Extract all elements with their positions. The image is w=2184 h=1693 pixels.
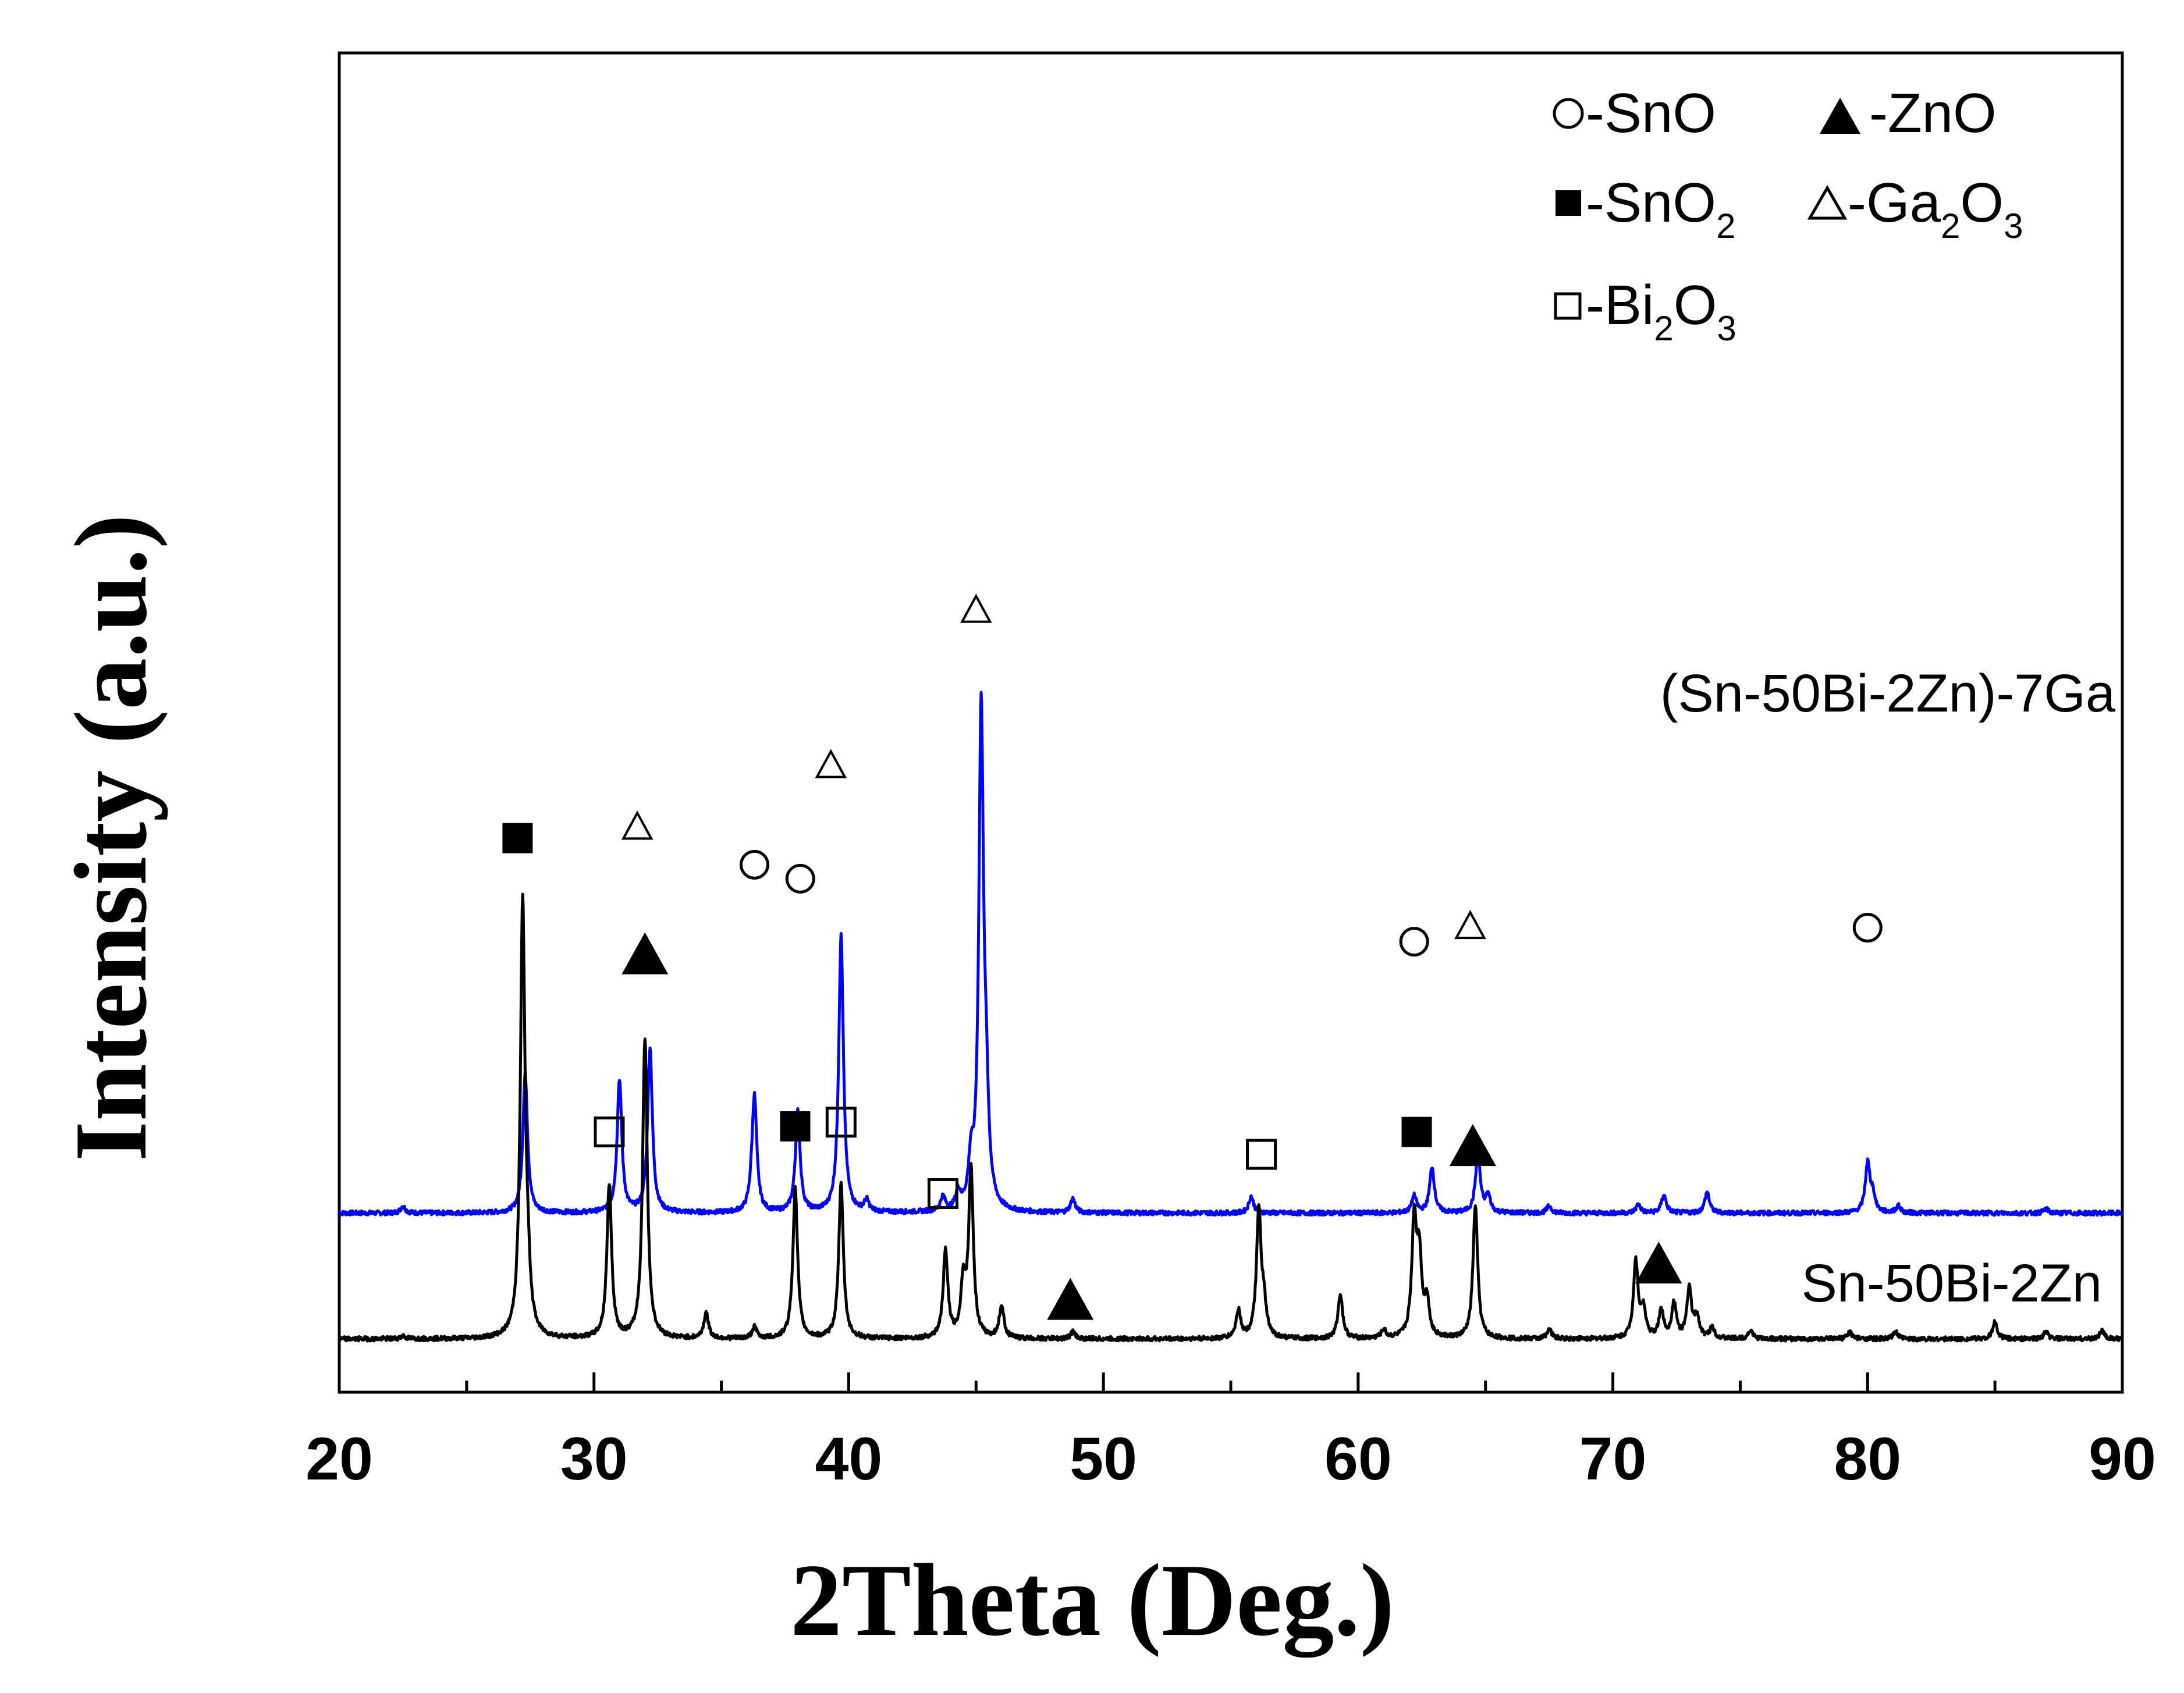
x-tick-label: 40 xyxy=(815,1425,883,1493)
series-lines xyxy=(338,691,2124,1343)
x-tick-label: 30 xyxy=(560,1425,628,1493)
legend-label-ga2o3: -Ga2O3 xyxy=(1848,172,2023,246)
legend-label-bi2o3: -Bi2O3 xyxy=(1586,274,1736,348)
series-label-base: Sn-50Bi-2Zn xyxy=(1802,1254,2102,1313)
legend-item-ga2o3: -Ga2O3 xyxy=(1807,172,2023,246)
x-tick-label: 80 xyxy=(1834,1425,1901,1493)
marker-filled-square xyxy=(780,1111,811,1142)
open-triangle-icon xyxy=(1807,184,1848,220)
marker-filled-triangle xyxy=(1449,1124,1496,1166)
marker-open-square xyxy=(1246,1139,1277,1170)
x-tick-label: 90 xyxy=(2089,1425,2156,1493)
legend-item-bi2o3: -Bi2O3 xyxy=(1554,274,1736,348)
x-tick-label: 70 xyxy=(1579,1425,1647,1493)
legend-item-zno: -ZnO xyxy=(1820,82,1997,144)
legend: -SnO -ZnO -SnO2 -Ga2O3 -Bi2O3 xyxy=(1553,82,2023,348)
x-tick-label: 60 xyxy=(1324,1425,1392,1493)
marker-open-triangle xyxy=(815,749,847,778)
x-axis-ticks xyxy=(338,1372,2124,1392)
series-line-0 xyxy=(338,691,2123,1217)
marker-open-square xyxy=(825,1107,857,1138)
x-axis-tick-labels: 20 30 40 50 60 70 80 90 xyxy=(306,1425,2156,1493)
legend-item-sno: -SnO xyxy=(1553,82,1716,144)
legend-item-sno2: -SnO2 xyxy=(1556,172,1735,246)
marker-open-circle xyxy=(785,863,815,894)
y-axis-title: Intensity (a.u.) xyxy=(53,514,168,1162)
marker-filled-square xyxy=(1401,1116,1432,1147)
marker-open-square xyxy=(927,1178,958,1209)
marker-filled-square xyxy=(502,823,533,853)
marker-open-triangle xyxy=(621,810,654,840)
marker-open-circle xyxy=(1399,927,1429,957)
marker-open-square xyxy=(594,1116,625,1148)
filled-square-icon xyxy=(1556,190,1581,216)
legend-label-sno2: -SnO2 xyxy=(1586,172,1735,246)
open-square-icon xyxy=(1554,292,1582,320)
marker-filled-triangle xyxy=(622,932,669,974)
x-axis-title: 2Theta (Deg.) xyxy=(790,1542,1394,1658)
legend-label-zno: -ZnO xyxy=(1869,82,1997,144)
marker-filled-triangle xyxy=(1635,1242,1682,1284)
filled-triangle-icon xyxy=(1820,98,1860,134)
x-tick-label: 20 xyxy=(306,1425,373,1493)
series-label-ga: (Sn-50Bi-2Zn)-7Ga xyxy=(1660,664,2116,723)
marker-open-circle xyxy=(1852,913,1883,943)
phase-markers xyxy=(502,593,1883,1320)
marker-filled-triangle xyxy=(1047,1278,1094,1320)
marker-open-circle xyxy=(739,849,769,880)
open-circle-icon xyxy=(1553,98,1584,129)
marker-open-triangle xyxy=(1454,909,1486,940)
marker-open-triangle xyxy=(960,593,992,623)
x-tick-label: 50 xyxy=(1070,1425,1137,1493)
series-line-1 xyxy=(338,892,2124,1343)
legend-label-sno: -SnO xyxy=(1586,82,1716,144)
